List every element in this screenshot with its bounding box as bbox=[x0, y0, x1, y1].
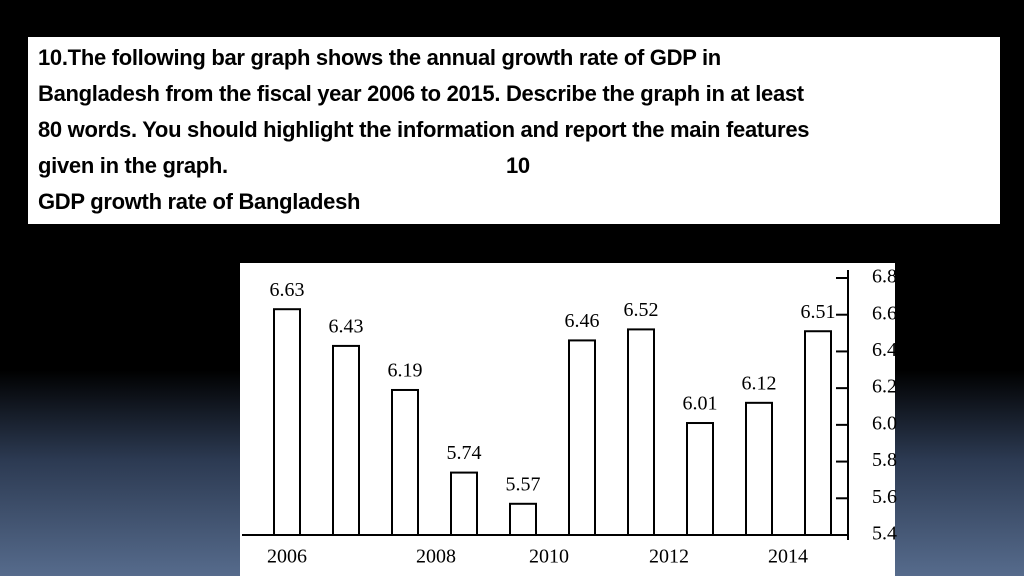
value-label: 6.63 bbox=[270, 279, 305, 301]
bar bbox=[273, 308, 301, 537]
value-label: 5.74 bbox=[447, 442, 482, 464]
chart-title: GDP growth rate of Bangladesh bbox=[38, 189, 361, 214]
question-line: given in the graph. bbox=[38, 153, 228, 178]
marks: 10 bbox=[506, 153, 530, 178]
y-tick-label: 6.4 bbox=[872, 339, 897, 361]
question-line: 80 words. You should highlight the infor… bbox=[38, 117, 810, 142]
value-label: 6.43 bbox=[329, 316, 364, 338]
y-tick-label: 6.2 bbox=[872, 376, 897, 398]
bar bbox=[568, 339, 596, 536]
bar bbox=[745, 401, 773, 537]
question-box: 10.The following bar graph shows the ann… bbox=[28, 37, 1000, 224]
value-label: 5.57 bbox=[506, 473, 541, 495]
x-tick-label: 2014 bbox=[768, 546, 808, 568]
y-tick-label: 5.4 bbox=[872, 523, 897, 545]
value-label: 6.01 bbox=[683, 393, 718, 415]
bar bbox=[391, 388, 419, 536]
bar bbox=[450, 471, 478, 537]
x-tick-label: 2010 bbox=[529, 546, 569, 568]
y-tick-label: 6.6 bbox=[872, 302, 897, 324]
x-tick-label: 2012 bbox=[649, 546, 689, 568]
bar bbox=[509, 502, 537, 536]
y-tick-label: 5.8 bbox=[872, 449, 897, 471]
value-label: 6.52 bbox=[624, 299, 659, 321]
x-tick-label: 2006 bbox=[267, 546, 307, 568]
question-line: Bangladesh from the fiscal year 2006 to … bbox=[38, 81, 804, 106]
question-line: 10.The following bar graph shows the ann… bbox=[38, 45, 721, 70]
bar bbox=[332, 344, 360, 536]
value-label: 6.46 bbox=[565, 310, 600, 332]
x-tick-label: 2008 bbox=[416, 546, 456, 568]
y-tick-label: 5.6 bbox=[872, 486, 897, 508]
bar bbox=[804, 330, 832, 536]
value-label: 6.51 bbox=[801, 301, 836, 323]
value-label: 6.19 bbox=[388, 360, 423, 382]
bar bbox=[627, 328, 655, 536]
y-tick-label: 6.8 bbox=[872, 266, 897, 288]
bar bbox=[686, 422, 714, 536]
y-tick-label: 6.0 bbox=[872, 412, 897, 434]
value-label: 6.12 bbox=[742, 372, 777, 394]
